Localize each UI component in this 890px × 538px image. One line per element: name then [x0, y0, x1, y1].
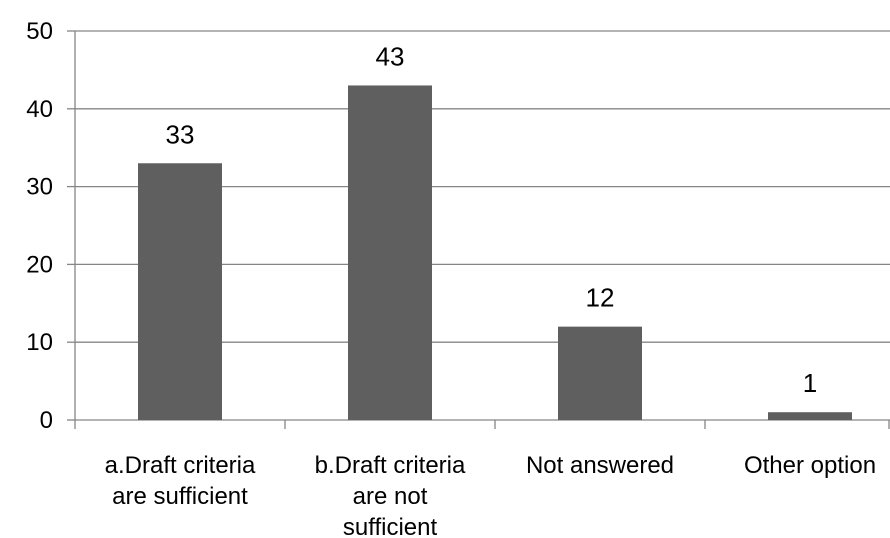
x-category-label: a.Draft criteria are sufficient — [105, 452, 256, 510]
y-tick-label: 0 — [40, 407, 53, 434]
data-label: 33 — [166, 119, 195, 149]
bar — [768, 412, 852, 420]
x-category-label-line: a.Draft criteria — [105, 452, 256, 479]
y-tick-label: 40 — [26, 96, 53, 123]
y-tick-label: 20 — [26, 251, 53, 278]
data-label: 43 — [376, 41, 405, 71]
x-category-label: Not answered — [526, 452, 674, 479]
data-label: 1 — [803, 368, 817, 398]
bars — [138, 85, 852, 421]
bar — [138, 163, 222, 420]
x-category-label-line: are not — [353, 483, 428, 510]
labels: 0 10 20 30 40 50 33 a.Draft criteria are suffici… — [26, 18, 876, 538]
data-label: 12 — [586, 283, 615, 313]
bar — [558, 326, 642, 420]
x-category-label-line: sufficient — [343, 514, 438, 538]
x-category-label-line: are sufficient — [112, 483, 248, 510]
bar — [348, 85, 432, 421]
x-category-label-line: Not answered — [526, 452, 674, 479]
y-tick-label: 10 — [26, 329, 53, 356]
y-tick-label: 50 — [26, 18, 53, 45]
y-tick-label: 30 — [26, 174, 53, 201]
x-category-label-line: b.Draft criteria — [315, 452, 466, 479]
x-category-label: Other option — [744, 452, 876, 479]
x-category-label-line: Other option — [744, 452, 876, 479]
x-category-label: b.Draft criteria are not sufficient — [315, 452, 466, 538]
